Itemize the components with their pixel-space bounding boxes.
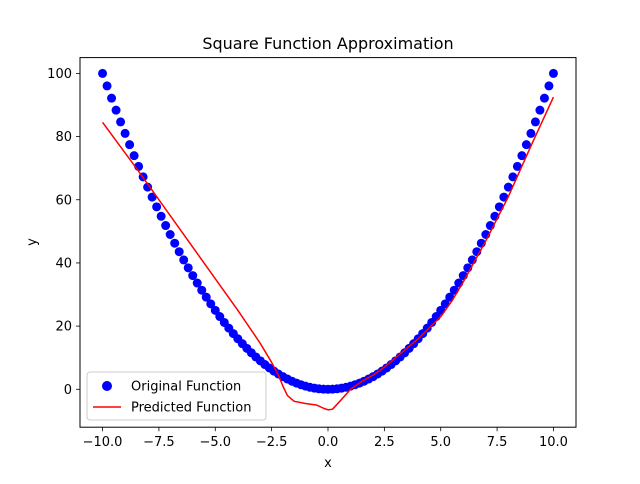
original-point — [192, 278, 202, 288]
original-point — [188, 271, 198, 281]
original-point — [174, 247, 184, 257]
x-tick-label: −2.5 — [256, 435, 288, 450]
y-axis-label: y — [25, 238, 40, 246]
y-tick-label: 20 — [55, 320, 72, 335]
original-point — [111, 105, 121, 115]
y-tick-label: 0 — [64, 383, 72, 398]
original-point — [147, 192, 157, 202]
x-tick-label: 7.5 — [487, 435, 508, 450]
original-point — [512, 161, 522, 171]
original-point — [539, 93, 549, 103]
original-point — [98, 68, 108, 78]
original-point — [165, 230, 175, 239]
original-point — [544, 81, 554, 91]
original-point — [179, 255, 189, 265]
x-axis: −10.0 −7.5 −5.0 −2.5 0.0 2.5 5.0 7.5 10.0 — [83, 427, 568, 450]
original-point — [183, 263, 193, 273]
original-point — [526, 128, 536, 138]
y-tick-label: 80 — [55, 130, 72, 145]
original-point — [197, 285, 207, 295]
original-point — [170, 238, 180, 248]
x-tick-label: −5.0 — [199, 435, 231, 450]
y-tick-label: 60 — [55, 193, 72, 208]
original-point — [535, 105, 545, 115]
original-point — [107, 93, 117, 103]
plot-area — [98, 68, 558, 411]
legend-label-predicted: Predicted Function — [131, 401, 251, 416]
x-tick-label: 2.5 — [374, 435, 395, 450]
original-point — [143, 182, 153, 192]
original-point — [102, 81, 112, 91]
x-tick-label: 10.0 — [539, 435, 568, 450]
x-tick-label: 5.0 — [430, 435, 451, 450]
original-point — [517, 151, 527, 161]
original-point — [210, 305, 220, 315]
x-tick-label: −10.0 — [83, 435, 123, 450]
original-point — [499, 192, 509, 202]
chart-title: Square Function Approximation — [202, 34, 453, 53]
legend-marker-original — [102, 381, 112, 391]
y-tick-label: 40 — [55, 256, 72, 271]
legend: Original Function Predicted Function — [86, 371, 267, 421]
original-point — [152, 202, 162, 212]
original-point — [530, 117, 540, 127]
predicted-line — [101, 96, 555, 411]
legend-label-original: Original Function — [131, 380, 241, 395]
original-point — [508, 172, 518, 182]
x-tick-label: −7.5 — [143, 435, 175, 450]
original-point — [129, 151, 139, 161]
y-tick-label: 100 — [47, 67, 72, 82]
x-tick-label: 0.0 — [318, 435, 339, 450]
legend-frame — [86, 371, 267, 421]
original-point — [125, 140, 135, 150]
original-point — [116, 117, 126, 127]
original-point — [156, 211, 166, 221]
original-point — [161, 221, 171, 231]
original-point — [503, 182, 513, 192]
original-point — [201, 292, 211, 302]
original-point — [206, 299, 216, 309]
x-axis-label: x — [324, 456, 332, 471]
original-point — [521, 140, 531, 150]
original-point — [548, 68, 558, 78]
y-axis: 0 20 40 60 80 100 — [47, 67, 80, 398]
original-point — [120, 128, 130, 138]
